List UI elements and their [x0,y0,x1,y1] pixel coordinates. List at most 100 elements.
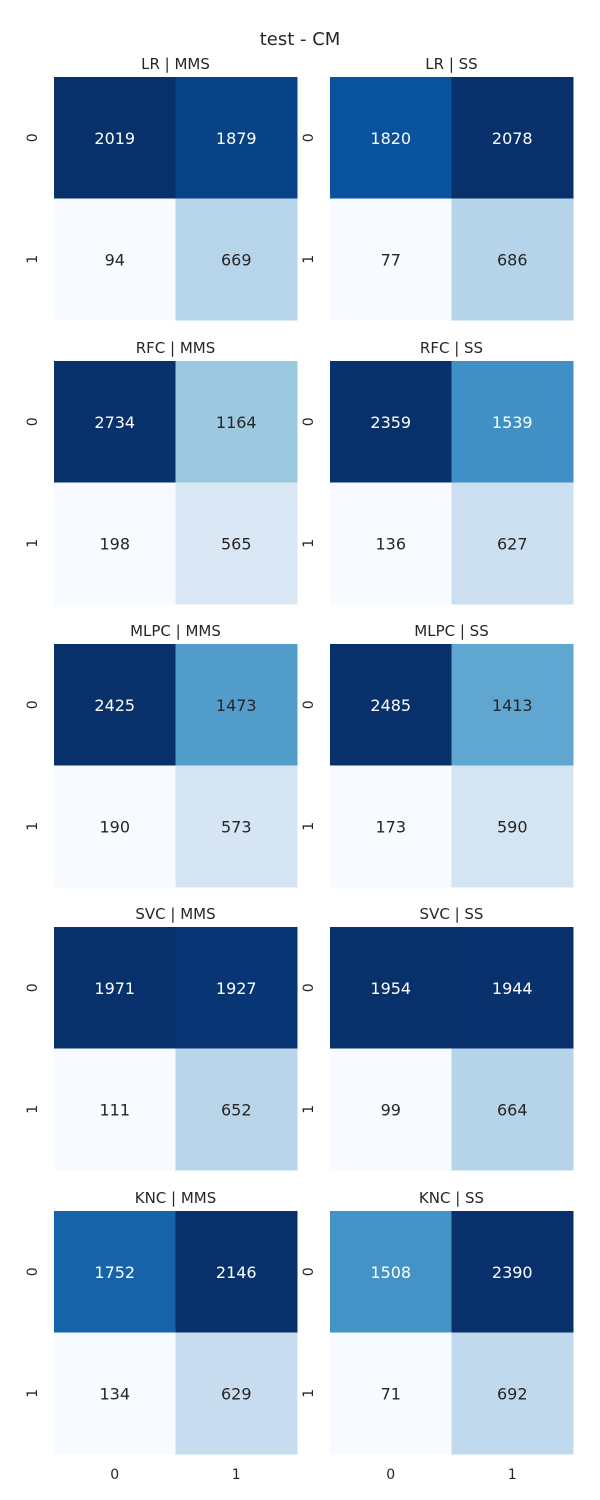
y-tick-label: 1 [301,1105,317,1114]
heatmap-cell [451,765,574,888]
cm-panel: KNC | MMS 1752 2146 134 629 0 1 0 1 [25,1189,298,1483]
y-tick-label: 0 [301,417,317,426]
cell-value-label: 136 [375,534,406,553]
heatmap-cell [451,198,574,321]
heatmap-cell [451,1332,574,1455]
cell-value-label: 190 [99,817,130,836]
cell-value-label: 565 [221,534,252,553]
heatmap-cell [54,361,176,483]
cell-value-label: 1820 [370,129,411,148]
heatmap-cell [175,1332,298,1455]
panel-title: LR | SS [425,55,477,73]
cell-value-label: 573 [221,817,252,836]
panel-title: MLPC | MMS [130,622,221,640]
cell-value-label: 664 [497,1100,528,1119]
panels: LR | MMS 2019 1879 94 669 0 1 LR | SS 1820 2078 77… [25,55,574,1483]
cell-value-label: 1413 [492,696,533,715]
heatmap-cell [451,927,574,1049]
cm-panel: KNC | SS 1508 2390 71 692 0 1 0 1 [301,1189,574,1483]
y-tick-label: 0 [301,133,317,142]
y-tick-label: 0 [301,1267,317,1276]
cm-panel: LR | MMS 2019 1879 94 669 0 1 [25,55,298,321]
cell-value-label: 134 [99,1384,130,1403]
heatmap-cell [54,1332,176,1455]
cell-value-label: 669 [221,250,252,269]
y-tick-label: 1 [301,539,317,548]
heatmap-cell [175,1211,298,1333]
panel-title: MLPC | SS [414,622,488,640]
heatmap-cell [451,644,574,766]
heatmap-cell [175,1048,298,1171]
heatmap-cell [451,1211,574,1333]
heatmap-cell [175,77,298,199]
cm-panel: RFC | MMS 2734 1164 198 565 0 1 [25,339,298,605]
cell-value-label: 111 [99,1100,130,1119]
cell-value-label: 1473 [216,696,257,715]
heatmap-cell [330,361,452,483]
heatmap-cell [175,644,298,766]
y-tick-label: 1 [25,822,41,831]
cell-value-label: 71 [381,1384,401,1403]
heatmap-cell [175,361,298,483]
heatmap-cell [330,198,452,321]
cell-value-label: 629 [221,1384,252,1403]
cell-value-label: 2146 [216,1263,257,1282]
cell-value-label: 198 [99,534,130,553]
cell-value-label: 1944 [492,979,533,998]
cm-panel: MLPC | SS 2485 1413 173 590 0 1 [301,622,574,888]
y-tick-label: 1 [301,1389,317,1398]
heatmap-cell [330,1332,452,1455]
y-tick-label: 0 [25,700,41,709]
heatmap-cell [330,765,452,888]
heatmap-cell [54,644,176,766]
panel-title: RFC | MMS [136,339,216,357]
y-tick-label: 0 [25,133,41,142]
y-tick-label: 1 [301,822,317,831]
x-tick-label: 1 [232,1467,241,1483]
cell-value-label: 1539 [492,413,533,432]
y-tick-label: 1 [25,539,41,548]
heatmap-cell [54,927,176,1049]
cell-value-label: 1971 [94,979,135,998]
cm-panel: SVC | SS 1954 1944 99 664 0 1 [301,905,574,1171]
panel-title: KNC | MMS [135,1189,217,1207]
heatmap-cell [330,927,452,1049]
cell-value-label: 99 [381,1100,401,1119]
heatmap-cell [54,1211,176,1333]
cell-value-label: 686 [497,250,528,269]
y-tick-label: 1 [25,1105,41,1114]
cm-panel: MLPC | MMS 2425 1473 190 573 0 1 [25,622,298,888]
panel-title: KNC | SS [419,1189,484,1207]
cell-value-label: 692 [497,1384,528,1403]
heatmap-cell [54,198,176,321]
x-tick-label: 1 [508,1467,517,1483]
y-tick-label: 0 [25,417,41,426]
heatmap-cell [330,1211,452,1333]
cell-value-label: 1954 [370,979,411,998]
heatmap-cell [54,77,176,199]
heatmap-cell [175,482,298,605]
cell-value-label: 2734 [94,413,135,432]
y-tick-label: 1 [25,1389,41,1398]
heatmap-cell [54,1048,176,1171]
y-tick-label: 0 [25,983,41,992]
heatmap-cell [451,482,574,605]
panel-title: SVC | SS [420,905,484,923]
cell-value-label: 2078 [492,129,533,148]
heatmap-cell [175,198,298,321]
cell-value-label: 2359 [370,413,411,432]
cell-value-label: 590 [497,817,528,836]
cell-value-label: 2485 [370,696,411,715]
y-tick-label: 1 [301,255,317,264]
y-tick-label: 0 [25,1267,41,1276]
panel-title: RFC | SS [420,339,483,357]
heatmap-cell [451,361,574,483]
heatmap-cell [451,1048,574,1171]
cm-panel: LR | SS 1820 2078 77 686 0 1 [301,55,574,321]
cell-value-label: 1752 [94,1263,135,1282]
y-tick-label: 0 [301,700,317,709]
figure-title: test - CM [260,29,341,50]
heatmap-cell [54,765,176,888]
cell-value-label: 1927 [216,979,257,998]
